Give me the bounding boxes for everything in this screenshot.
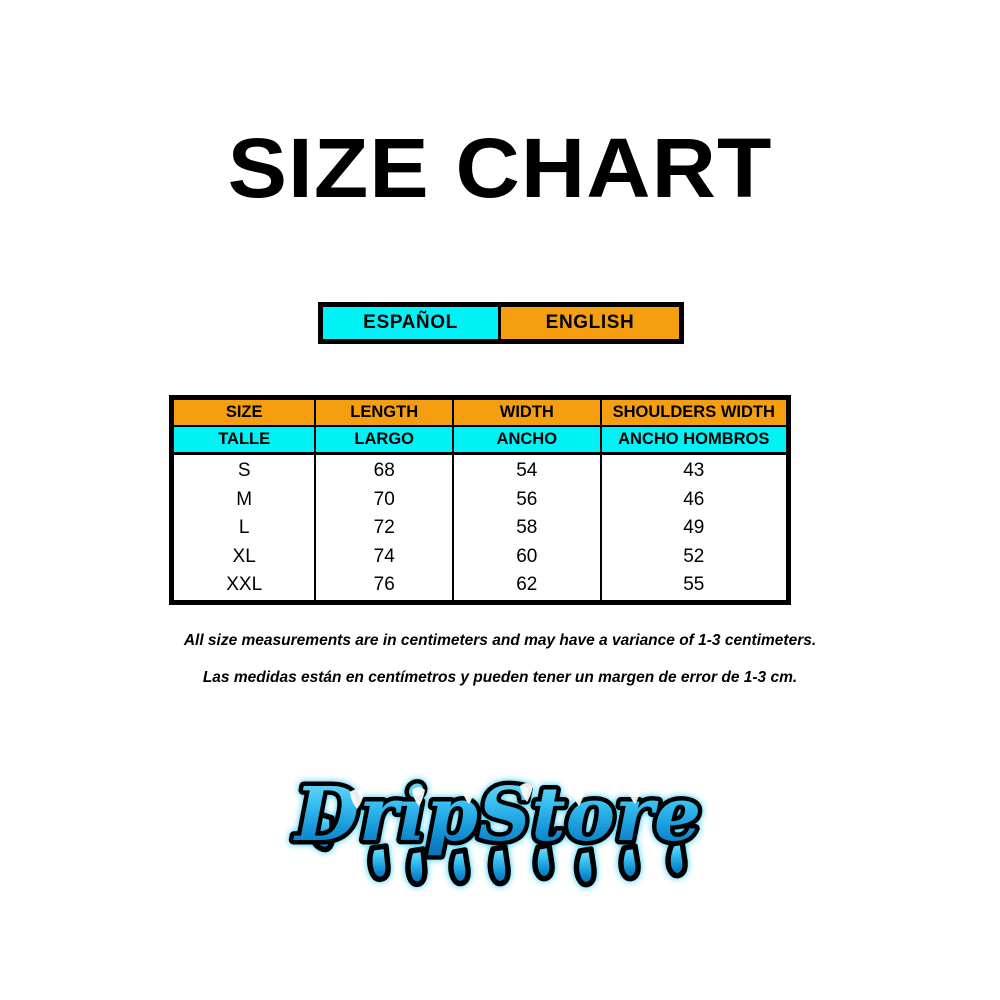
cell-size: XXL	[174, 571, 317, 600]
table-row: L 72 58 49	[174, 514, 786, 543]
cell-shoulders: 46	[600, 485, 786, 515]
language-button-spanish[interactable]: ESPAÑOL	[323, 307, 501, 339]
cell-width: 60	[453, 542, 602, 572]
header-size: SIZE	[174, 400, 317, 427]
cell-shoulders: 55	[600, 571, 786, 600]
cell-shoulders: 43	[600, 453, 786, 486]
table-row: XL 74 60 52	[174, 542, 786, 572]
cell-size: S	[174, 453, 317, 486]
header-width: WIDTH	[453, 400, 602, 427]
cell-length: 74	[315, 542, 455, 572]
cell-size: M	[174, 485, 317, 515]
cell-width: 54	[453, 453, 602, 486]
cell-length: 72	[315, 514, 455, 543]
table-row: S 68 54 43	[174, 453, 786, 486]
table-header-spanish: TALLE LARGO ANCHO ANCHO HOMBROS	[174, 426, 786, 455]
cell-length: 76	[315, 571, 455, 600]
cell-shoulders: 52	[600, 542, 786, 572]
header-ancho-hombros: ANCHO HOMBROS	[600, 426, 786, 455]
table-header-english: SIZE LENGTH WIDTH SHOULDERS WIDTH	[174, 400, 786, 427]
dripstore-logo-svg: DripStore	[288, 768, 706, 888]
table-row: XXL 76 62 55	[174, 571, 786, 600]
cell-width: 62	[453, 571, 602, 600]
size-table-container: SIZE LENGTH WIDTH SHOULDERS WIDTH TALLE …	[169, 395, 791, 605]
language-button-english[interactable]: ENGLISH	[501, 307, 679, 339]
header-talle: TALLE	[174, 426, 317, 455]
cell-width: 58	[453, 514, 602, 543]
footnote-spanish: Las medidas están en centímetros y puede…	[202, 669, 798, 686]
language-toggle[interactable]: ESPAÑOL ENGLISH	[318, 302, 684, 344]
footnote-english: All size measurements are in centimeters…	[183, 632, 817, 649]
cell-length: 68	[315, 453, 455, 486]
header-length: LENGTH	[315, 400, 455, 427]
cell-length: 70	[315, 485, 455, 515]
size-table: SIZE LENGTH WIDTH SHOULDERS WIDTH TALLE …	[174, 400, 786, 600]
header-largo: LARGO	[315, 426, 455, 455]
cell-shoulders: 49	[600, 514, 786, 543]
cell-width: 56	[453, 485, 602, 515]
cell-size: L	[174, 514, 317, 543]
header-ancho: ANCHO	[453, 426, 602, 455]
page-title: SIZE CHART	[227, 121, 773, 215]
svg-text:DripStore: DripStore	[293, 772, 701, 858]
header-shoulders: SHOULDERS WIDTH	[600, 400, 786, 427]
brand-logo-dripstore: DripStore	[280, 752, 720, 892]
cell-size: XL	[174, 542, 317, 572]
table-row: M 70 56 46	[174, 485, 786, 515]
